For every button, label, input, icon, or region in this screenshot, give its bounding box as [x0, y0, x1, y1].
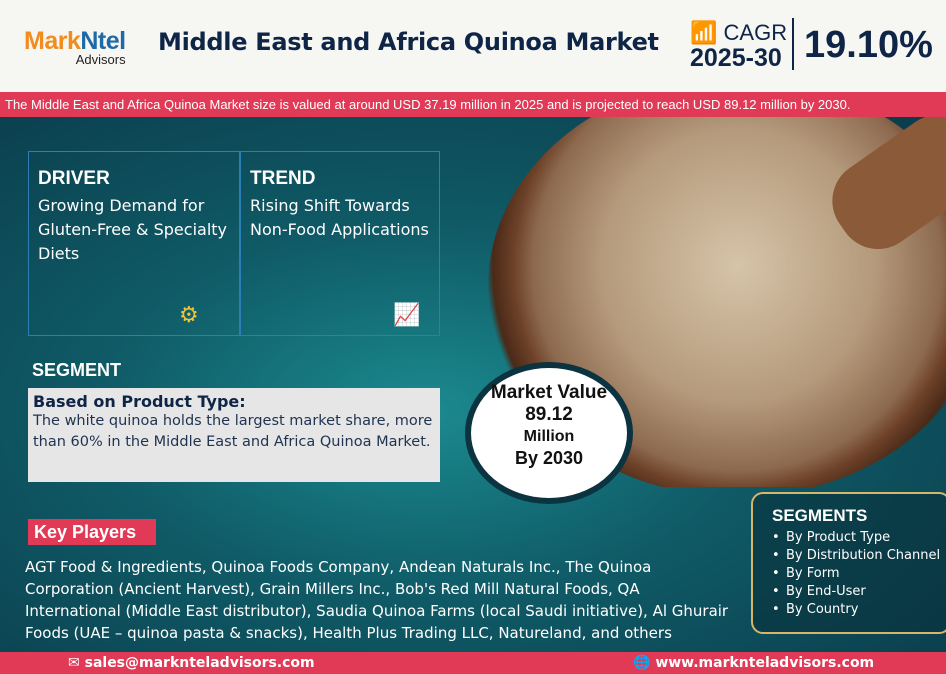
logo: MarkNtel Advisors [24, 27, 126, 67]
trend-text: Rising Shift Towards Non-Food Applicatio… [250, 196, 429, 239]
market-value-year: By 2030 [514, 448, 584, 468]
market-value-unit: Million [523, 428, 575, 445]
divider [792, 18, 794, 70]
key-players-text: AGT Food & Ingredients, Quinoa Foods Com… [25, 558, 729, 642]
segment-item: By End-User [772, 583, 946, 601]
header: MarkNtel Advisors Middle East and Africa… [0, 0, 946, 92]
segments-heading: SEGMENTS [772, 506, 868, 525]
segment-item: By Distribution Channel [772, 547, 946, 565]
driver-text: Growing Demand for Gluten-Free & Special… [38, 196, 228, 263]
segment-title: Based on Product Type: [33, 392, 246, 411]
cagr-value: 19.10% [804, 24, 933, 66]
segment-heading: SEGMENT [32, 360, 122, 380]
email-link[interactable]: sales@marknteladvisors.com [84, 655, 315, 671]
segment-item: By Product Type [772, 529, 946, 547]
driver-heading: DRIVER [38, 168, 110, 189]
bar-chart-icon: 📶 [690, 20, 724, 45]
driver-box: DRIVER Growing Demand for Gluten-Free & … [28, 151, 240, 336]
segment-box: Based on Product Type: The white quinoa … [28, 388, 440, 482]
mail-icon: ✉ [68, 655, 85, 671]
cagr: 📶 CAGR 2025-30 [690, 20, 787, 73]
page-title: Middle East and Africa Quinoa Market [158, 28, 659, 56]
segment-text: The white quinoa holds the largest marke… [33, 413, 433, 450]
segment-item: By Country [772, 601, 946, 619]
footer: ✉ sales@marknteladvisors.com 🌐 www.markn… [0, 652, 946, 674]
market-value-number: 89.12 [525, 404, 573, 425]
market-value-circle: Market Value 89.12 Million By 2030 [465, 362, 633, 504]
segment-item: By Form [772, 565, 946, 583]
market-value-label: Market Value [490, 382, 608, 403]
cagr-label: CAGR [723, 20, 788, 45]
logo-sub: Advisors [75, 52, 126, 67]
website-link[interactable]: www.marknteladvisors.com [655, 655, 875, 671]
trend-heading: TREND [250, 168, 316, 189]
growth-chart-icon: 📈 [393, 303, 421, 328]
trend-box: TREND Rising Shift Towards Non-Food Appl… [240, 151, 440, 336]
cagr-period: 2025-30 [690, 44, 782, 72]
summary-banner: The Middle East and Africa Quinoa Market… [0, 92, 946, 117]
key-players-heading: Key Players [28, 519, 156, 545]
globe-icon: 🌐 [633, 655, 656, 671]
segments-box: SEGMENTS By Product Type By Distribution… [751, 492, 946, 634]
logo-brand: MarkNtel [24, 27, 126, 55]
gluten-free-icon: ⚙ [179, 303, 199, 328]
